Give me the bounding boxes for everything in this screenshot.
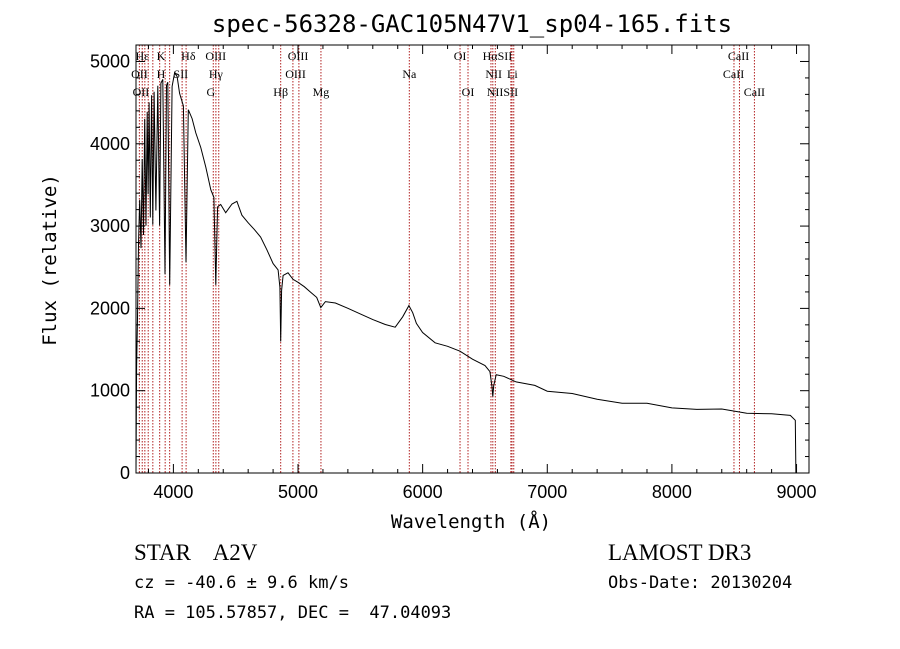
y-axis-label: Flux (relative) [39, 174, 61, 346]
y-axis: 0 1000 2000 3000 4000 5000 [90, 44, 809, 483]
observation-date: Obs-Date: 20130204 [608, 573, 793, 593]
line-label: OI [462, 85, 475, 99]
coordinates: RA = 105.57857, DEC = 47.04093 [134, 603, 452, 623]
chart-title: spec-56328-GAC105N47V1_sp04-165.fits [212, 10, 732, 38]
line-label: K [157, 49, 166, 63]
line-label: OIII [205, 49, 226, 63]
x-tick-label: 8000 [652, 482, 692, 502]
y-tick-label: 4000 [90, 134, 130, 154]
line-label: CaII [723, 67, 744, 81]
line-label: OI [454, 49, 467, 63]
line-label: Li [507, 67, 518, 81]
line-label: Hε [135, 49, 149, 63]
line-label: NII [485, 67, 502, 81]
x-tick-label: 6000 [403, 482, 443, 502]
x-axis-label: Wavelength (Å) [391, 510, 551, 533]
line-label: OII [133, 85, 150, 99]
line-label: OIII [285, 67, 306, 81]
line-label: OIII [288, 49, 309, 63]
y-tick-label: 1000 [90, 381, 130, 401]
spectral-subclass: A2V [212, 540, 258, 565]
spectrum-line [135, 71, 797, 474]
line-label: NIISII [487, 85, 518, 99]
line-label: Mg [313, 85, 330, 99]
y-tick-label: 2000 [90, 298, 130, 318]
object-classification: STAR A2V [134, 540, 257, 566]
line-label: CaII [744, 85, 765, 99]
object-class: STAR [134, 540, 191, 565]
line-label: G [206, 85, 215, 99]
x-tick-label: 5000 [278, 482, 318, 502]
line-label: Hγ [209, 67, 224, 81]
redshift-velocity: cz = -40.6 ± 9.6 km/s [134, 573, 349, 593]
line-label: Na [402, 67, 417, 81]
line-label: OII [131, 67, 148, 81]
line-label: Hβ [273, 85, 288, 99]
survey-name: LAMOST DR3 [608, 540, 752, 565]
x-tick-label: 7000 [527, 482, 567, 502]
y-tick-label: 5000 [90, 51, 130, 71]
x-tick-label: 4000 [153, 482, 193, 502]
line-label: Hδ [181, 49, 196, 63]
line-markers [138, 45, 755, 473]
line-label: CaII [728, 49, 749, 63]
y-tick-label: 3000 [90, 216, 130, 236]
line-label: H [157, 67, 166, 81]
y-tick-label: 0 [120, 463, 130, 483]
line-label: HαSII [483, 49, 513, 63]
x-tick-label: 9000 [777, 482, 817, 502]
x-axis: 4000 5000 6000 7000 8000 9000 [147, 45, 817, 502]
